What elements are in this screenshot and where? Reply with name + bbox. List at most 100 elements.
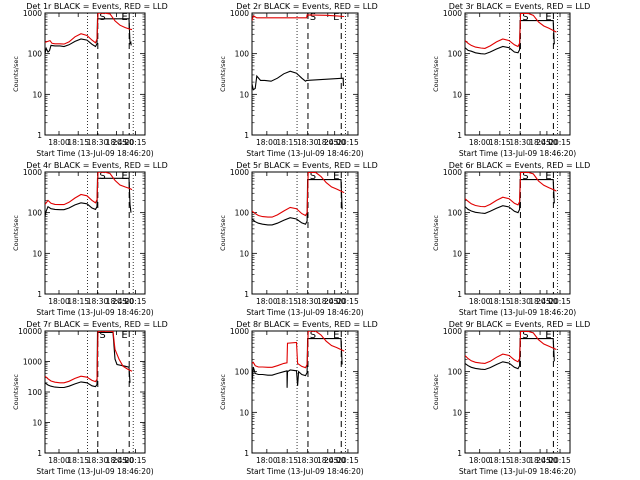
panel-title: Det 9r BLACK = Events, RED = LLD <box>449 320 591 329</box>
y-tick-label: 1000 <box>230 327 249 336</box>
x-tick-label: 18:15 <box>489 297 511 306</box>
x-tick-label: 20:00 <box>324 138 346 147</box>
y-tick-label: 1 <box>37 449 42 458</box>
start-annotation: S <box>99 12 105 23</box>
y-tick-label: 10 <box>32 249 42 258</box>
x-tick-label: 18:30 <box>297 297 319 306</box>
x-tick-label: 18:00 <box>256 138 278 147</box>
plot-frame <box>464 171 571 295</box>
y-axis-label: Counts/sec <box>219 215 227 251</box>
events-series-line <box>45 18 132 54</box>
x-tick-label: 18:00 <box>469 456 491 465</box>
x-tick-label: 18:45 <box>529 456 551 465</box>
lld-series-line <box>252 172 345 218</box>
panel-2: Det 2r BLACK = Events, RED = LLD Start Ti… <box>219 2 378 158</box>
y-tick-label: 1000 <box>443 168 462 177</box>
y-tick-label: 100 <box>28 388 43 397</box>
y-tick-label: 100 <box>235 50 250 59</box>
x-tick-label: 18:45 <box>529 297 551 306</box>
y-tick-label: 1000 <box>23 9 42 18</box>
x-tick-label: 18:45 <box>106 297 128 306</box>
y-tick-label: 100 <box>448 368 463 377</box>
y-axis-label: Counts/sec <box>219 56 227 92</box>
panel-title: Det 3r BLACK = Events, RED = LLD <box>449 2 591 11</box>
y-axis-label: Counts/sec <box>432 215 440 251</box>
x-tick-label: 20:15 <box>337 456 359 465</box>
y-axis-label: Counts/sec <box>12 215 20 251</box>
y-tick-label: 1 <box>457 131 462 140</box>
x-tick-label: 20:00 <box>536 297 558 306</box>
y-tick-label: 10 <box>239 408 249 417</box>
y-tick-label: 1 <box>244 290 249 299</box>
panel-title: Det 7r BLACK = Events, RED = LLD <box>26 320 168 329</box>
y-tick-label: 1000 <box>23 358 42 367</box>
events-series-line <box>252 70 344 91</box>
y-tick-label: 100 <box>28 209 43 218</box>
start-annotation: S <box>99 171 105 182</box>
end-annotation: E <box>333 12 339 23</box>
y-axis-label: Counts/sec <box>432 374 440 410</box>
x-axis-label: Start Time (13-Jul-09 18:46:20) <box>459 467 576 476</box>
y-tick-label: 10 <box>452 90 462 99</box>
start-annotation: S <box>99 330 105 341</box>
x-tick-label: 18:30 <box>297 456 319 465</box>
x-tick-label: 18:30 <box>509 138 531 147</box>
y-tick-label: 1 <box>244 131 249 140</box>
start-annotation: S <box>522 12 528 23</box>
x-tick-label: 20:15 <box>337 297 359 306</box>
y-tick-label: 10000 <box>18 327 42 336</box>
x-tick-label: 18:15 <box>67 297 89 306</box>
x-tick-label: 18:30 <box>87 138 109 147</box>
start-annotation: S <box>310 330 316 341</box>
lld-series-line <box>45 13 133 45</box>
x-tick-label: 20:00 <box>112 456 134 465</box>
panel-5: Det 5r BLACK = Events, RED = LLD Start Ti… <box>219 161 378 317</box>
x-tick-label: 18:30 <box>509 456 531 465</box>
x-tick-label: 18:00 <box>48 138 70 147</box>
panel-6: Det 6r BLACK = Events, RED = LLD Start Ti… <box>432 161 590 317</box>
x-tick-label: 20:00 <box>324 456 346 465</box>
x-tick-label: 18:15 <box>276 138 298 147</box>
panel-title: Det 4r BLACK = Events, RED = LLD <box>26 161 168 170</box>
start-annotation: S <box>522 171 528 182</box>
x-axis-label: Start Time (13-Jul-09 18:46:20) <box>36 149 153 158</box>
y-tick-label: 1000 <box>23 168 42 177</box>
x-tick-label: 18:30 <box>509 297 531 306</box>
plot-frame <box>251 171 359 295</box>
x-tick-label: 18:15 <box>276 456 298 465</box>
y-axis-label: Counts/sec <box>219 374 227 410</box>
x-tick-label: 20:00 <box>112 138 134 147</box>
plot-frame <box>44 330 146 454</box>
y-tick-label: 100 <box>235 209 250 218</box>
y-tick-label: 100 <box>448 50 463 59</box>
panel-1: Det 1r BLACK = Events, RED = LLD Start Ti… <box>12 2 168 158</box>
end-annotation: E <box>545 330 551 341</box>
end-annotation: E <box>545 171 551 182</box>
y-axis-label: Counts/sec <box>432 56 440 92</box>
panel-title: Det 5r BLACK = Events, RED = LLD <box>236 161 378 170</box>
panel-3: Det 3r BLACK = Events, RED = LLD Start Ti… <box>432 2 590 158</box>
x-axis-label: Start Time (13-Jul-09 18:46:20) <box>246 467 363 476</box>
y-tick-label: 10 <box>452 249 462 258</box>
x-tick-label: 20:00 <box>112 297 134 306</box>
lld-series-line <box>45 331 133 384</box>
lld-series-line <box>465 331 557 364</box>
x-tick-label: 20:15 <box>549 138 571 147</box>
x-tick-label: 18:45 <box>106 456 128 465</box>
x-tick-label: 20:15 <box>337 138 359 147</box>
y-axis-label: Counts/sec <box>12 56 20 92</box>
x-tick-label: 18:00 <box>256 297 278 306</box>
y-tick-label: 10 <box>32 419 42 428</box>
x-tick-label: 20:15 <box>125 456 147 465</box>
y-tick-label: 1 <box>457 290 462 299</box>
x-axis-label: Start Time (13-Jul-09 18:46:20) <box>459 149 576 158</box>
x-axis-label: Start Time (13-Jul-09 18:46:20) <box>459 308 576 317</box>
start-annotation: S <box>522 330 528 341</box>
panel-8: Det 8r BLACK = Events, RED = LLD Start Ti… <box>219 320 378 476</box>
start-annotation: S <box>310 12 316 23</box>
x-tick-label: 18:00 <box>48 456 70 465</box>
x-tick-label: 18:45 <box>529 138 551 147</box>
panel-title: Det 6r BLACK = Events, RED = LLD <box>449 161 591 170</box>
x-tick-label: 18:30 <box>87 456 109 465</box>
